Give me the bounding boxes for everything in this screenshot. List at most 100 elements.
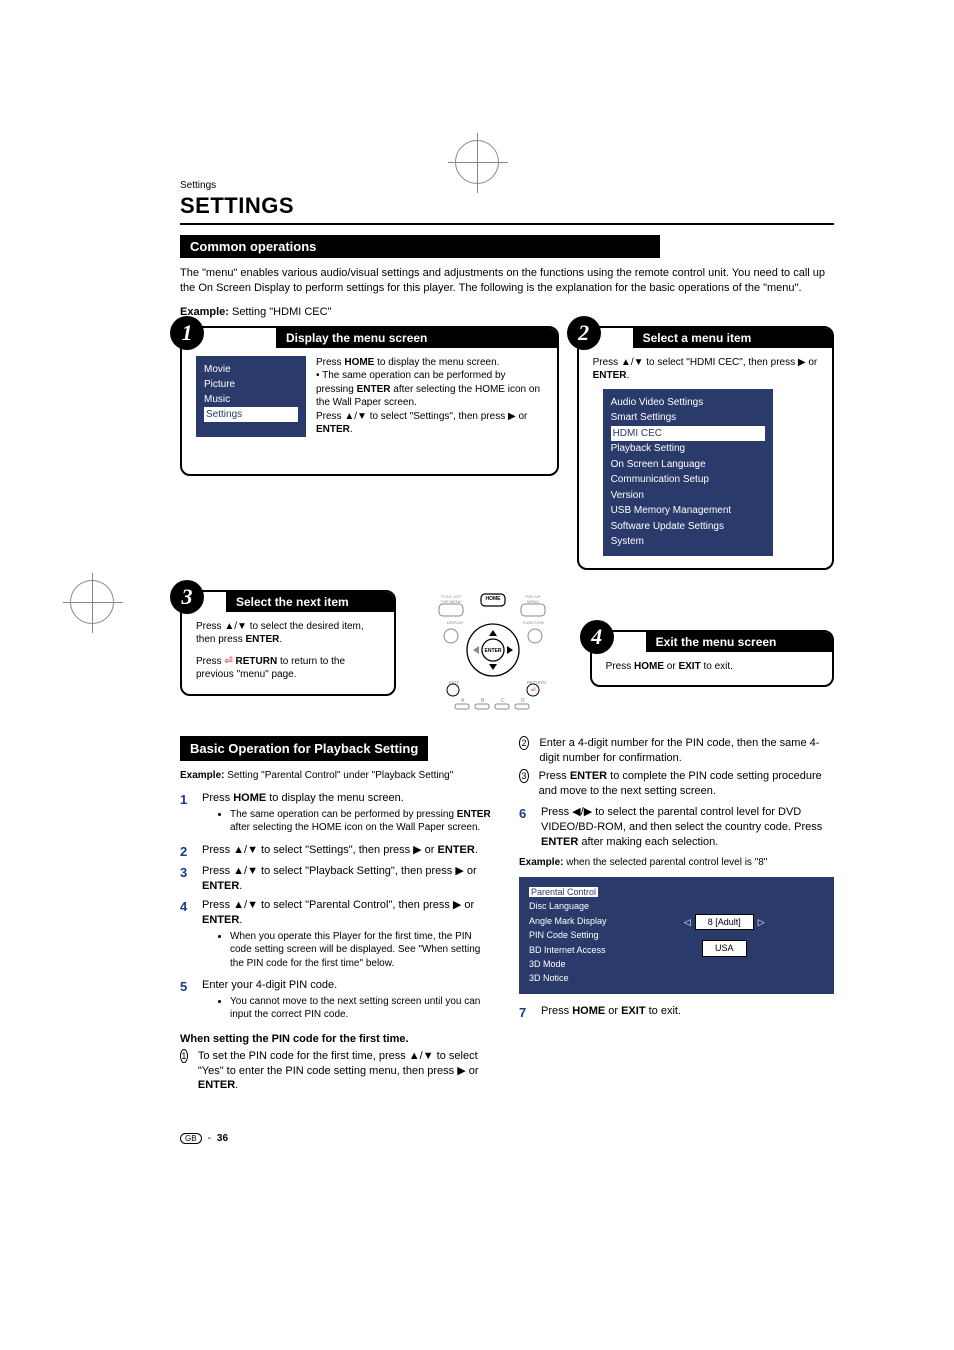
circled-number: 2 (519, 736, 529, 750)
example-label: Example: (180, 770, 224, 781)
menu-item-selected: Parental Control (529, 887, 598, 897)
page-title: SETTINGS (180, 193, 834, 219)
text: or (664, 661, 678, 672)
list-item: 5 Enter your 4-digit PIN code. You canno… (180, 978, 495, 1026)
step-1-menu: Movie Picture Music Settings (196, 356, 306, 437)
step-number: 5 (180, 978, 194, 1026)
basic-operation-heading: Basic Operation for Playback Setting (180, 736, 428, 762)
list-item: 6 Press ◀/▶ to select the parental contr… (519, 805, 834, 850)
step-1-box: 1 Display the menu screen Movie Picture … (180, 326, 559, 476)
key-return: RETURN (236, 656, 278, 667)
return-icon: ⏎ (224, 656, 235, 667)
step-4-badge: 4 (580, 620, 614, 654)
menu-item: Communication Setup (611, 472, 765, 488)
circ-text: To set the PIN code for the first time, … (198, 1049, 495, 1094)
step-number: 2 (180, 843, 194, 861)
list-item: 3 Press ▲/▼ to select "Playback Setting"… (180, 864, 495, 894)
text: Press ▲/▼ to select "HDMI CEC", then pre… (593, 357, 818, 368)
svg-text:RETURN: RETURN (527, 680, 546, 685)
menu-item: Angle Mark Display (529, 916, 607, 926)
chevron-left-icon[interactable]: ◁ (684, 916, 691, 928)
svg-text:C: C (501, 698, 505, 704)
circled-number: 1 (180, 1049, 188, 1063)
remote-diagram: TITLE LIST TOP MENU HOME POP-UP MENU DIS… (433, 590, 553, 710)
example-text: when the selected parental control level… (563, 857, 767, 868)
list-item: 1 Press HOME to display the menu screen.… (180, 791, 495, 839)
text: to display the menu screen. (374, 357, 499, 368)
step-text: Press ▲/▼ to select "Parental Control", … (202, 898, 495, 974)
text: . (279, 634, 282, 645)
svg-text:DISPLAY: DISPLAY (447, 620, 464, 625)
left-steps: 1 Press HOME to display the menu screen.… (180, 791, 495, 1026)
key-exit: EXIT (678, 661, 700, 672)
text: . (626, 370, 629, 381)
parental-control-ui: Parental Control Disc Language Angle Mar… (519, 877, 834, 994)
menu-item: Picture (204, 377, 298, 392)
step-number: 6 (519, 805, 533, 850)
menu-item: Movie (204, 362, 298, 377)
chevron-right-icon[interactable]: ▷ (758, 916, 765, 928)
circ-text: Press ENTER to complete the PIN code set… (539, 769, 834, 799)
circ-item: 3 Press ENTER to complete the PIN code s… (519, 769, 834, 799)
step-text: Press HOME to display the menu screen. T… (202, 791, 495, 839)
step-2-title: Select a menu item (633, 328, 832, 348)
menu-item: 3D Mode (529, 959, 566, 969)
key-home: HOME (344, 357, 374, 368)
list-item: 2 Press ▲/▼ to select "Settings", then p… (180, 843, 495, 861)
country-value: USA (702, 940, 747, 956)
text: to exit. (701, 661, 733, 672)
key-enter: ENTER (316, 424, 350, 435)
menu-item: Smart Settings (611, 410, 765, 426)
step-text: Press ◀/▶ to select the parental control… (541, 805, 834, 850)
svg-text:TOP MENU: TOP MENU (440, 599, 461, 604)
breadcrumb: Settings (180, 180, 834, 191)
menu-item: On Screen Language (611, 457, 765, 473)
footer-dash: - (208, 1133, 211, 1144)
example-text: Setting "Parental Control" under "Playba… (224, 770, 453, 781)
text: Press (196, 656, 224, 667)
menu-item: Audio Video Settings (611, 395, 765, 411)
step-number: 3 (180, 864, 194, 894)
step-3-body: Press ▲/▼ to select the desired item, th… (196, 620, 380, 682)
page-footer: GB - 36 (180, 1133, 834, 1144)
step-number: 7 (519, 1004, 533, 1022)
example-parental: Example: Setting "Parental Control" unde… (180, 769, 495, 783)
step-text: Press ▲/▼ to select "Settings", then pre… (202, 843, 495, 861)
step-3-badge: 3 (170, 580, 204, 614)
circled-number: 3 (519, 769, 529, 783)
step-2-menu: Audio Video Settings Smart Settings HDMI… (603, 389, 773, 556)
menu-item-selected: Settings (204, 407, 298, 422)
svg-text:MENU: MENU (527, 599, 539, 604)
key-home: HOME (634, 661, 664, 672)
menu-item: System (611, 534, 765, 550)
key-enter: ENTER (593, 370, 627, 381)
svg-text:FUNCTION: FUNCTION (523, 620, 544, 625)
svg-text:⏎: ⏎ (530, 687, 535, 694)
text: . (350, 424, 353, 435)
circ-item: 2 Enter a 4-digit number for the PIN cod… (519, 736, 834, 766)
step-text: Press HOME or EXIT to exit. (541, 1004, 834, 1022)
pc-menu: Parental Control Disc Language Angle Mar… (529, 885, 607, 986)
svg-text:B: B (481, 698, 485, 704)
step-1-body: Press HOME to display the menu screen. •… (316, 356, 543, 437)
step-1-title: Display the menu screen (276, 328, 557, 348)
step-4-title: Exit the menu screen (646, 632, 832, 652)
step-text: Enter your 4-digit PIN code. You cannot … (202, 978, 495, 1026)
step-4-box: 4 Exit the menu screen Press HOME or EXI… (590, 630, 834, 688)
step-text: Press ▲/▼ to select "Playback Setting", … (202, 864, 495, 894)
list-item: 4 Press ▲/▼ to select "Parental Control"… (180, 898, 495, 974)
svg-text:A: A (461, 698, 465, 704)
page-number: 36 (217, 1133, 228, 1144)
label-enter: ENTER (484, 648, 501, 654)
title-rule (180, 223, 834, 225)
text: Press (316, 357, 344, 368)
menu-item-selected: HDMI CEC (611, 426, 765, 442)
circ-text: Enter a 4-digit number for the PIN code,… (539, 736, 834, 766)
menu-item: Music (204, 392, 298, 407)
level-selector[interactable]: ◁ 8 [Adult] ▷ (684, 914, 765, 930)
step-3-box: 3 Select the next item Press ▲/▼ to sele… (180, 590, 396, 696)
pin-subhead: When setting the PIN code for the first … (180, 1032, 495, 1047)
step-1-badge: 1 (170, 316, 204, 350)
menu-item: USB Memory Management (611, 503, 765, 519)
text: Press ▲/▼ to select "Settings", then pre… (316, 411, 527, 422)
